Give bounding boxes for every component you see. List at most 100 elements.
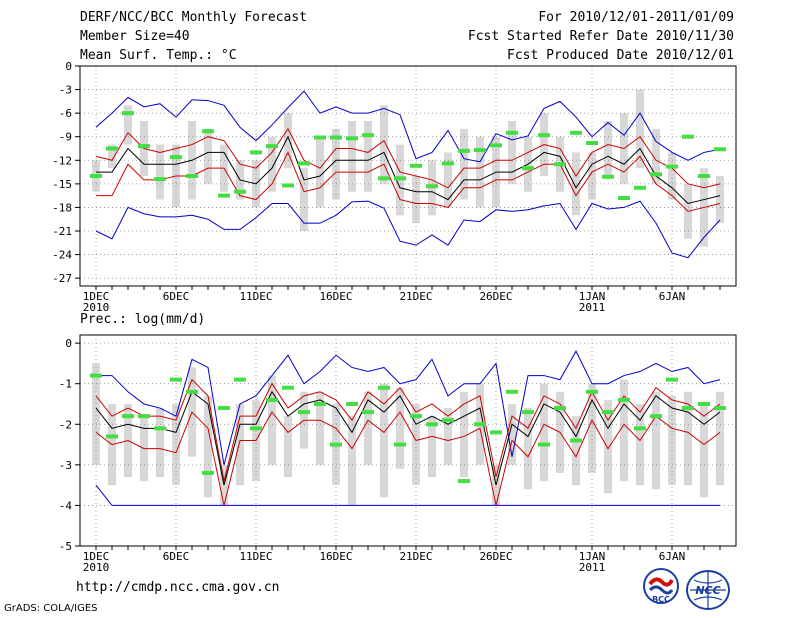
observed-marker (154, 177, 166, 182)
member-range-box (508, 403, 516, 465)
observed-marker (314, 401, 326, 406)
observed-marker (314, 135, 326, 140)
observed-marker (154, 426, 166, 431)
member-range-box (412, 176, 420, 224)
observed-marker (426, 422, 438, 427)
observed-marker (714, 406, 726, 411)
header-right: For 2010/12/01-2011/01/09 Fcst Started R… (468, 8, 734, 65)
observed-marker (218, 193, 230, 198)
observed-marker (282, 183, 294, 188)
member-range-box (348, 416, 356, 506)
observed-marker (522, 166, 534, 171)
observed-marker (362, 410, 374, 415)
observed-marker (186, 174, 198, 178)
fcst-started-date: Fcst Started Refer Date 2010/11/30 (467, 29, 734, 44)
series-min-line (95, 484, 720, 506)
y-tick-label: -5 (59, 540, 72, 553)
y-tick-label: -15 (52, 178, 72, 191)
website-url[interactable]: http://cmdp.ncc.cma.gov.cn (76, 580, 280, 595)
member-range-box (588, 152, 596, 200)
x-tick-label: 1JAN (579, 290, 606, 303)
member-range-box (316, 136, 324, 208)
x-tick-label: 1DEC (83, 550, 110, 563)
member-range-box (92, 363, 100, 465)
observed-marker (362, 133, 374, 138)
observed-marker (490, 430, 502, 435)
chart-title: DERF/NCC/BCC Monthly Forecast (80, 10, 307, 25)
observed-marker (666, 377, 678, 382)
member-range-box (172, 403, 180, 486)
member-range-box (156, 408, 164, 478)
y-tick-label: -27 (52, 272, 72, 285)
member-range-box (604, 121, 612, 176)
member-range-box (716, 391, 724, 486)
series-lower-line (96, 151, 721, 212)
member-range-box (396, 387, 404, 469)
member-range-box (700, 403, 708, 498)
observed-marker (682, 134, 694, 139)
observed-marker (298, 410, 310, 415)
observed-marker (458, 148, 470, 153)
member-range-box (444, 152, 452, 208)
observed-marker (266, 144, 278, 149)
observed-marker (378, 385, 390, 390)
y-tick-label: -18 (52, 201, 72, 214)
observed-marker (634, 185, 646, 190)
x-tick-label: 6JAN (659, 550, 686, 563)
x-tick-label: 11DEC (239, 290, 272, 303)
header-left: DERF/NCC/BCC Monthly Forecast Member Siz… (80, 8, 307, 65)
member-range-box (284, 416, 292, 478)
observed-marker (698, 174, 710, 178)
observed-marker (618, 196, 630, 200)
y-tick-label: -21 (52, 225, 72, 238)
observed-marker (442, 418, 454, 423)
y-tick-label: 0 (65, 337, 72, 350)
observed-marker (330, 442, 342, 447)
series-mean-line (96, 135, 721, 205)
observed-marker (586, 141, 598, 145)
member-range-box (268, 136, 276, 192)
x-tick-label: 6DEC (163, 550, 190, 563)
observed-marker (170, 155, 182, 160)
x-year-label: 2010 (83, 301, 110, 314)
observed-marker (538, 133, 550, 138)
observed-marker (218, 406, 230, 411)
series-upper-line (95, 378, 721, 482)
observed-marker (202, 470, 214, 475)
bcc-logo-icon: BCC (643, 568, 679, 604)
observed-marker (202, 129, 214, 134)
member-range-box (284, 113, 292, 169)
observed-marker (570, 438, 582, 443)
member-range-box (444, 408, 452, 465)
member-range-box (684, 391, 692, 486)
x-tick-label: 16DEC (319, 290, 352, 303)
member-range-box (364, 121, 372, 192)
observed-marker (106, 434, 118, 439)
observed-marker (122, 414, 134, 419)
observed-marker (474, 422, 486, 427)
member-range-box (460, 128, 468, 200)
y-tick-label: -4 (59, 499, 73, 512)
y-tick-label: -24 (52, 249, 72, 262)
y-tick-label: -12 (52, 154, 72, 167)
observed-marker (138, 144, 150, 149)
observed-marker (426, 184, 438, 189)
observed-marker (90, 174, 102, 178)
member-range-box (524, 408, 532, 490)
y-tick-label: 0 (65, 60, 72, 73)
x-tick-label: 1DEC (83, 290, 110, 303)
observed-marker (506, 389, 518, 394)
observed-marker (250, 426, 262, 431)
member-range-box (652, 391, 660, 490)
member-range-box (316, 391, 324, 465)
observed-marker (602, 174, 614, 179)
x-year-label: 2010 (83, 561, 110, 574)
forecast-period: For 2010/12/01-2011/01/09 (538, 10, 734, 25)
series-mean-line (95, 390, 721, 486)
x-year-label: 2011 (579, 561, 606, 574)
observed-marker (282, 385, 294, 390)
observed-marker (618, 397, 630, 402)
member-range-box (156, 144, 164, 200)
member-range-box (652, 128, 660, 184)
